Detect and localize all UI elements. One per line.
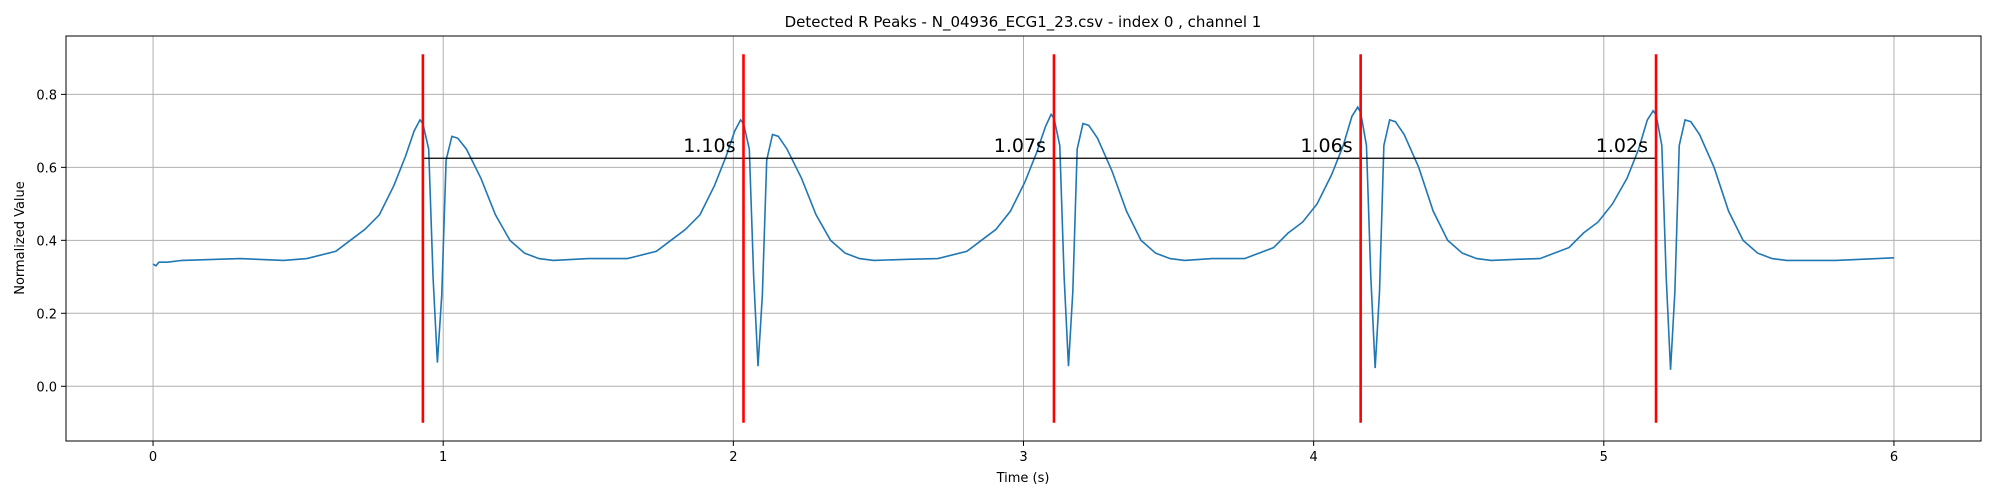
interval-label: 1.02s xyxy=(1596,135,1648,157)
x-tick-label: 5 xyxy=(1600,450,1608,465)
y-tick-label: 0.0 xyxy=(36,380,57,395)
x-tick-label: 3 xyxy=(1019,450,1027,465)
y-tick-label: 0.2 xyxy=(36,307,57,322)
y-tick-label: 0.8 xyxy=(36,88,57,103)
x-tick-label: 1 xyxy=(439,450,447,465)
x-tick-label: 0 xyxy=(149,450,157,465)
interval-label: 1.07s xyxy=(994,135,1046,157)
x-axis-label: Time (s) xyxy=(996,471,1050,486)
x-tick-label: 4 xyxy=(1310,450,1318,465)
chart-title: Detected R Peaks - N_04936_ECG1_23.csv -… xyxy=(785,13,1262,32)
x-tick-label: 2 xyxy=(729,450,737,465)
interval-label: 1.06s xyxy=(1300,135,1352,157)
y-tick-label: 0.6 xyxy=(36,161,57,176)
x-tick-label: 6 xyxy=(1890,450,1898,465)
y-axis-label: Normalized Value xyxy=(13,181,28,295)
plot-frame xyxy=(65,35,1982,442)
interval-label: 1.10s xyxy=(683,135,735,157)
y-tick-label: 0.4 xyxy=(36,234,57,249)
